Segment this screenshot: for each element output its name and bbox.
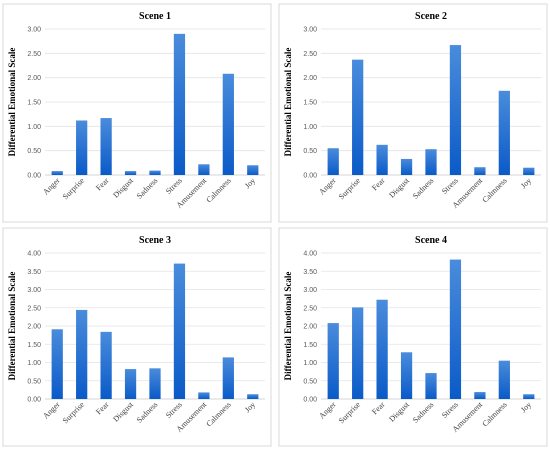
bar-joy: [247, 394, 259, 399]
y-tick-label: 0.50: [303, 378, 317, 385]
panel-frame: [278, 227, 548, 447]
y-tick-label: 1.00: [27, 360, 41, 367]
y-tick-label: 4.00: [27, 251, 41, 258]
y-tick-label: 1.00: [27, 124, 41, 131]
y-tick-label: 4.00: [303, 251, 317, 258]
bar-amusement: [198, 164, 210, 175]
bar-stress: [449, 45, 462, 176]
bar-surprise: [352, 307, 364, 399]
chart-title: Scene 4: [415, 235, 447, 246]
bar-anger: [327, 148, 339, 175]
bar-disgust: [124, 171, 137, 175]
bar-disgust: [124, 369, 137, 399]
y-tick-label: 1.00: [303, 124, 317, 131]
y-tick-label: 0.50: [27, 148, 41, 155]
bar-stress: [449, 259, 462, 399]
y-tick-label: 1.50: [303, 342, 317, 349]
chart-title: Scene 1: [139, 11, 171, 22]
y-tick-label: 2.00: [27, 324, 41, 331]
y-tick-label: 2.50: [27, 305, 41, 312]
y-tick-label: 0.00: [27, 173, 41, 180]
chart-panels: Scene 1 Differential Emotional Scale 0.00 0…: [2, 3, 548, 447]
panel-frame: [2, 227, 272, 447]
bar-calmness: [498, 360, 510, 399]
bar-calmness: [222, 357, 234, 399]
y-tick-label: 3.50: [27, 269, 41, 276]
y-tick-label: 2.50: [27, 51, 41, 58]
y-tick-label: 0.50: [27, 378, 41, 385]
y-tick-label: 3.00: [303, 287, 317, 294]
y-axis-label: Differential Emotional Scale: [283, 272, 293, 381]
bar-amusement: [474, 167, 486, 175]
y-tick-label: 3.50: [303, 269, 317, 276]
bar-fear: [100, 118, 112, 175]
bar-disgust: [400, 352, 413, 399]
y-tick-label: 2.50: [303, 305, 317, 312]
bar-joy: [247, 165, 259, 175]
y-tick-label: 0.50: [303, 148, 317, 155]
y-tick-label: 1.50: [27, 342, 41, 349]
bar-surprise: [352, 59, 364, 175]
bar-calmness: [498, 90, 510, 175]
bar-stress: [173, 263, 186, 399]
y-axis-label: Differential Emotional Scale: [7, 272, 17, 381]
y-tick-label: 2.50: [303, 51, 317, 58]
y-tick-label: 2.00: [303, 324, 317, 331]
y-tick-label: 0.00: [303, 397, 317, 404]
chart-title: Scene 2: [415, 11, 447, 22]
bar-anger: [51, 329, 63, 399]
chart-panel-3: Scene 3 Differential Emotional Scale 0.00 0…: [2, 227, 272, 447]
bar-sadness: [149, 368, 161, 399]
y-axis-label: Differential Emotional Scale: [283, 48, 293, 157]
bar-disgust: [400, 158, 413, 175]
y-tick-label: 2.00: [303, 75, 317, 82]
bar-sadness: [425, 149, 437, 175]
y-axis-label: Differential Emotional Scale: [7, 48, 17, 157]
y-tick-label: 0.00: [303, 173, 317, 180]
y-tick-label: 3.00: [27, 27, 41, 34]
bar-joy: [523, 394, 535, 399]
y-tick-label: 2.00: [27, 75, 41, 82]
bar-joy: [523, 167, 535, 175]
bar-fear: [376, 144, 388, 175]
y-tick-label: 3.00: [303, 27, 317, 34]
bar-surprise: [76, 309, 88, 399]
chart-panel-1: Scene 1 Differential Emotional Scale 0.00 0…: [2, 3, 272, 223]
y-tick-label: 1.00: [303, 360, 317, 367]
chart-panel-2: Scene 2 Differential Emotional Scale 0.00 0…: [278, 3, 548, 223]
bar-surprise: [76, 120, 88, 175]
chart-panel-4: Scene 4 Differential Emotional Scale 0.00 0…: [278, 227, 548, 447]
y-tick-label: 1.50: [27, 100, 41, 107]
y-tick-label: 1.50: [303, 100, 317, 107]
bar-stress: [173, 33, 186, 175]
bar-sadness: [149, 170, 161, 175]
bar-anger: [327, 323, 339, 399]
bar-calmness: [222, 73, 234, 175]
y-tick-label: 0.00: [27, 397, 41, 404]
bar-amusement: [474, 392, 486, 399]
bar-fear: [376, 299, 388, 399]
bar-anger: [51, 171, 63, 175]
y-tick-label: 3.00: [27, 287, 41, 294]
bar-amusement: [198, 392, 210, 399]
bar-sadness: [425, 373, 437, 399]
bar-fear: [100, 331, 112, 399]
chart-title: Scene 3: [139, 235, 171, 246]
